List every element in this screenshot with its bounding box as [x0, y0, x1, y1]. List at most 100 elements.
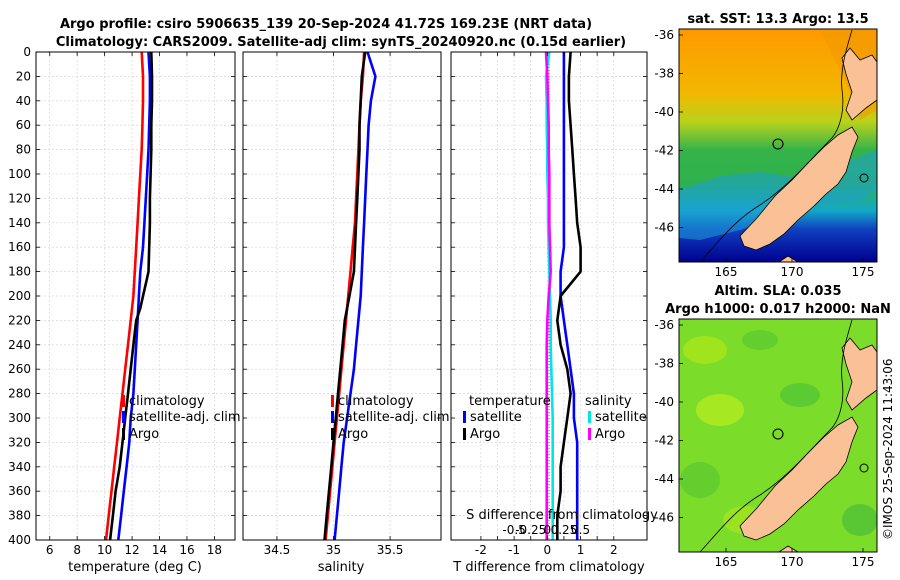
map-y-tick-label: -42 — [654, 144, 674, 158]
y-tick-label: 120 — [8, 191, 31, 205]
north-island — [841, 47, 877, 121]
sla-seamount-contour — [859, 463, 869, 473]
salinity-xlabel: salinity — [318, 560, 365, 575]
series-line-argo — [108, 51, 154, 541]
sst-land — [699, 29, 877, 262]
legend-label-satellite: satellite-adj. clim — [338, 410, 450, 425]
series-line-climatology — [104, 51, 145, 541]
x-tick-label: 1 — [577, 543, 585, 557]
x-tick-label: -2 — [475, 543, 487, 557]
map-y-tick-label: -44 — [654, 182, 674, 196]
legend-title-temperature: temperature — [469, 394, 551, 409]
x-tick-label: 8 — [73, 543, 81, 557]
salinity-legend: climatology satellite-adj. clim Argo — [331, 394, 450, 442]
s-difference-xlabel: S difference from climatology — [466, 508, 658, 523]
salinity-panel: 34.5 35 35.5 salinity climatology satellit… — [242, 51, 450, 575]
x-tick-label: 18 — [207, 543, 222, 557]
x-tick-label: -1 — [508, 543, 520, 557]
legend-swatch-s-satellite — [588, 411, 591, 423]
map-y-tick-label: -38 — [654, 357, 674, 371]
s-tick-label: -0.25 — [515, 523, 546, 537]
map-x-tick-label: 175 — [852, 265, 875, 279]
x-tick-label: 16 — [179, 543, 194, 557]
legend-swatch-argo — [331, 428, 334, 440]
sla-blob — [780, 383, 820, 407]
legend-title-salinity: salinity — [585, 394, 632, 409]
difference-legend: temperature satellite Argo salinity sate… — [463, 394, 647, 442]
map-x-tick-label: 170 — [781, 265, 804, 279]
y-tick-label: 180 — [8, 265, 31, 279]
sst-seamount-contour — [859, 173, 869, 183]
argo-float-marker — [772, 138, 784, 150]
x-tick-label: 2 — [610, 543, 618, 557]
map-y-tick-label: -38 — [654, 67, 674, 81]
y-tick-label: 60 — [16, 118, 31, 132]
legend-label-t-satellite: satellite — [470, 410, 522, 425]
sst-map-title: sat. SST: 13.3 Argo: 13.5 — [687, 12, 868, 27]
sla-map-title: Altim. SLA: 0.035 — [715, 284, 842, 299]
y-tick-label: 360 — [8, 484, 31, 498]
legend-label-climatology: climatology — [338, 394, 414, 409]
s-tick-label: -0.5 — [502, 523, 525, 537]
legend-label-satellite: satellite-adj. clim — [129, 410, 241, 425]
sla-map-panel: Altim. SLA: 0.035 Argo h1000: 0.017 h200… — [654, 284, 890, 569]
y-tick-label: 300 — [8, 411, 31, 425]
sla-blob — [680, 462, 720, 498]
legend-label-s-satellite: satellite — [595, 410, 647, 425]
y-tick-label: 280 — [8, 387, 31, 401]
t-difference-xlabel: T difference from climatology — [452, 560, 645, 575]
sla-map-subtitle: Argo h1000: 0.017 h2000: NaN — [665, 302, 891, 317]
y-tick-label: 400 — [8, 533, 31, 547]
legend-swatch-climatology — [122, 395, 125, 407]
difference-panel: -2 -1 0 1 2 T difference from climatology S … — [450, 51, 658, 575]
map-x-tick-label: 165 — [715, 555, 738, 569]
y-tick-label: 20 — [16, 69, 31, 83]
sla-map-frame — [678, 318, 878, 553]
s-tick-label: 0.5 — [571, 523, 590, 537]
series-line-argo — [323, 51, 367, 541]
s-tick-label: 0 — [544, 523, 552, 537]
imos-timestamp-watermark: ©IMOS 25-Sep-2024 11:43:06 — [881, 358, 895, 540]
sla-blob — [696, 394, 744, 426]
x-tick-label: 10 — [97, 543, 112, 557]
legend-swatch-satellite — [331, 411, 334, 423]
x-tick-label: 34.5 — [264, 543, 291, 557]
x-tick-label: 6 — [46, 543, 54, 557]
legend-label-climatology: climatology — [129, 394, 205, 409]
x-tick-label: 35.5 — [377, 543, 404, 557]
map-y-tick-label: -36 — [654, 28, 674, 42]
map-y-tick-label: -40 — [654, 395, 674, 409]
y-tick-label: 0 — [23, 45, 31, 59]
series-line-satellite-adj.-clim — [117, 51, 152, 541]
temperature-panel: 6 8 10 12 14 16 18 0 20 40 60 80 100 120 140 160 180 200… — [8, 45, 241, 575]
sla-blob — [742, 330, 778, 350]
legend-swatch-satellite — [122, 411, 125, 423]
legend-swatch-s-argo — [588, 428, 591, 440]
series-line-temperature-argo — [555, 51, 582, 540]
x-tick-label: 35 — [326, 543, 341, 557]
legend-label-t-argo: Argo — [470, 427, 500, 442]
legend-label-argo: Argo — [129, 427, 159, 442]
y-tick-label: 340 — [8, 460, 31, 474]
map-x-tick-label: 175 — [852, 555, 875, 569]
sla-isobath — [699, 319, 853, 552]
figure-title-line2: Climatology: CARS2009. Satellite-adj cli… — [56, 35, 626, 50]
x-tick-label: 12 — [124, 543, 139, 557]
sla-land — [699, 319, 877, 552]
stewart-island — [778, 545, 799, 552]
sla-blob — [842, 504, 877, 536]
map-y-tick-label: -42 — [654, 434, 674, 448]
temperature-legend: climatology satellite-adj. clim Argo — [122, 394, 241, 442]
legend-label-argo: Argo — [338, 427, 368, 442]
map-y-tick-label: -46 — [654, 221, 674, 235]
legend-swatch-climatology — [331, 395, 334, 407]
legend-swatch-t-satellite — [463, 411, 466, 423]
map-y-tick-label: -46 — [654, 511, 674, 525]
stewart-island — [778, 255, 799, 262]
series-line-satellite-adj.-clim — [333, 51, 377, 541]
map-y-tick-label: -40 — [654, 105, 674, 119]
legend-label-s-argo: Argo — [595, 427, 625, 442]
y-tick-label: 320 — [8, 435, 31, 449]
sst-map-frame — [678, 28, 878, 263]
